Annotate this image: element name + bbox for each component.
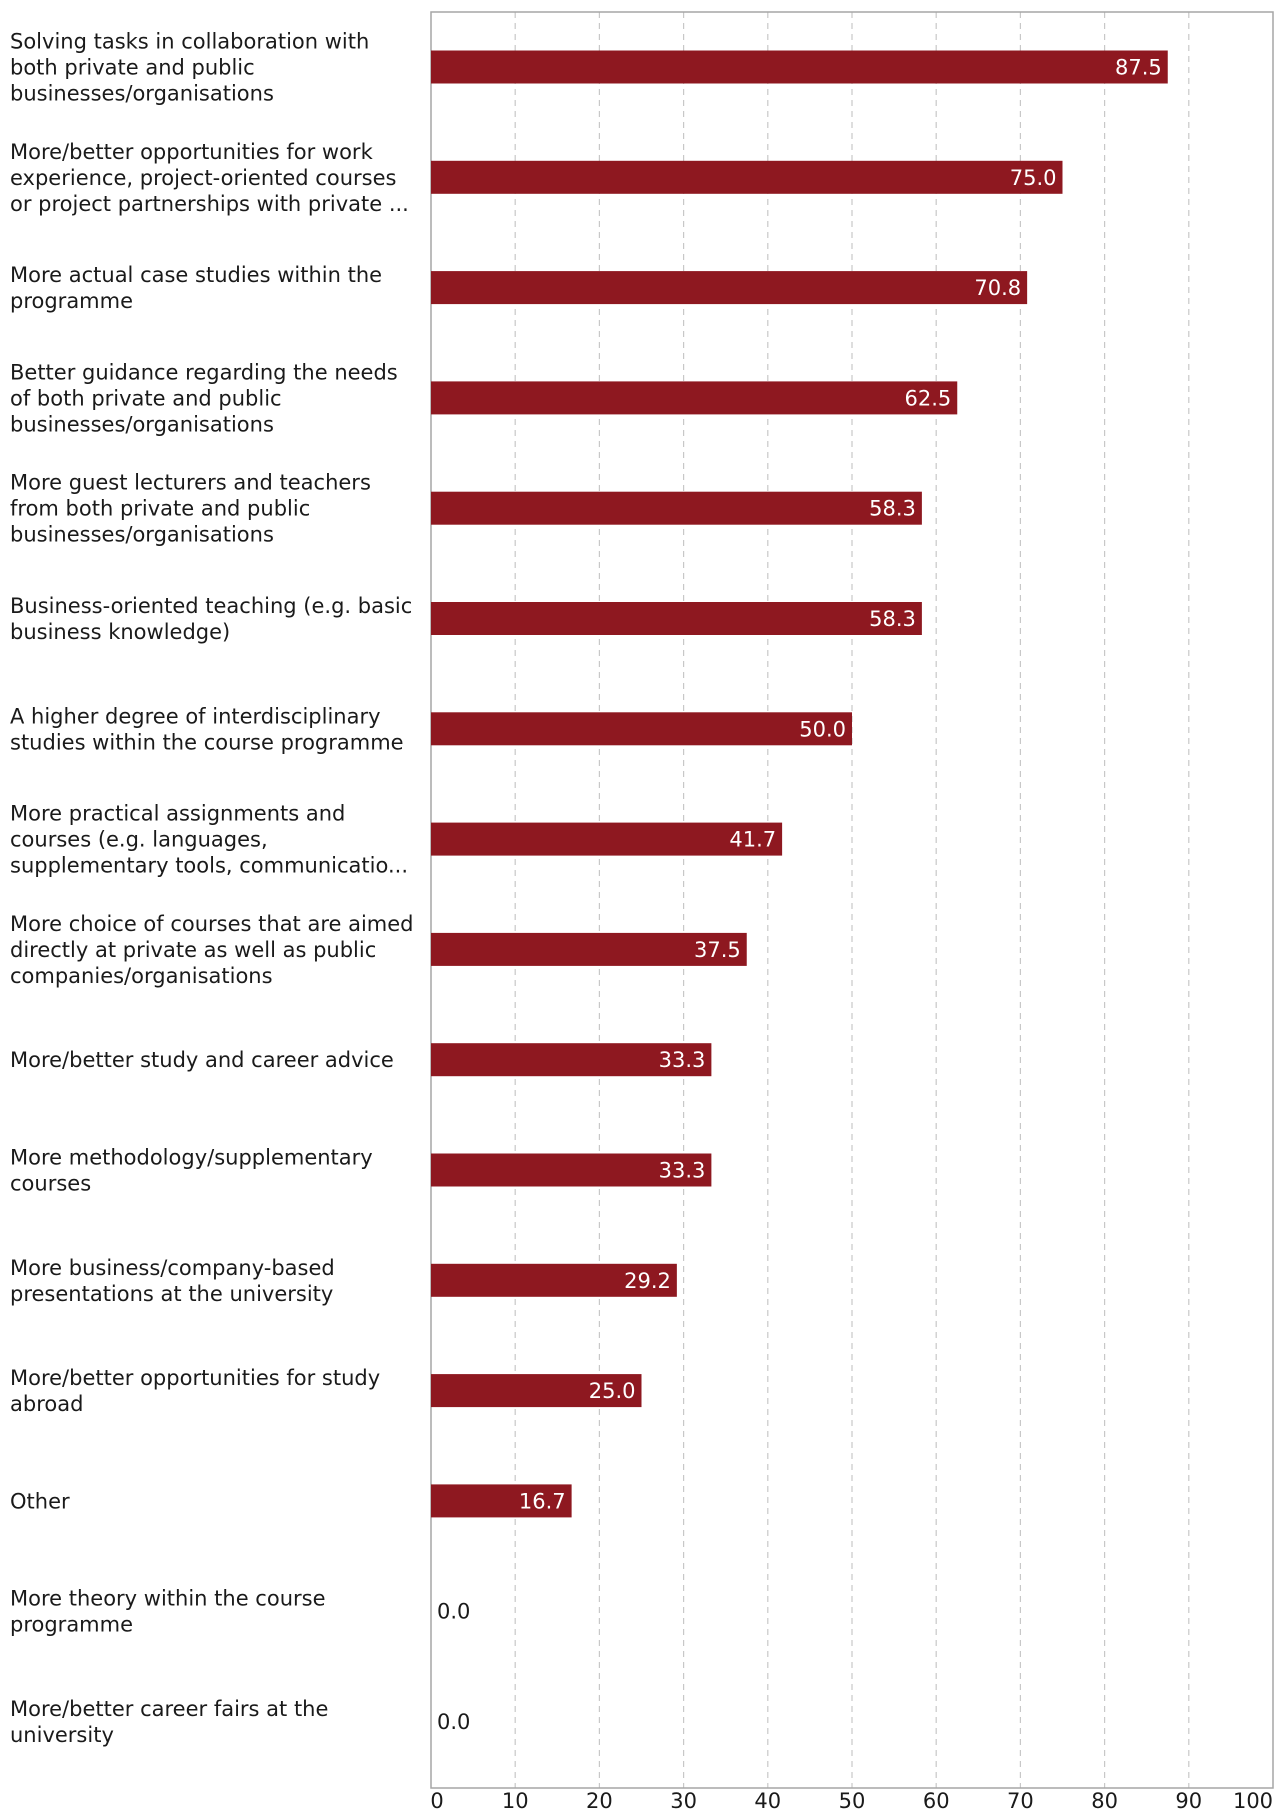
bar (431, 712, 852, 746)
x-tick-label: 90 (1175, 1789, 1202, 1812)
x-axis-ticks: 0 10 20 30 40 50 60 70 80 90 100 (430, 1789, 1273, 1812)
category-label: Business-oriented teaching (e.g. basic bu… (10, 594, 412, 644)
category-label-line: courses (10, 1172, 91, 1196)
category-label-line: businesses/organisations (10, 82, 274, 106)
bar (431, 932, 747, 966)
category-label-line: Business-oriented teaching (e.g. basic (10, 594, 412, 618)
category-label-line: studies within the course programme (10, 730, 404, 754)
value-label: 16.7 (519, 1489, 566, 1513)
value-label: 0.0 (437, 1600, 470, 1624)
value-label: 75.0 (1010, 166, 1057, 190)
category-label-line: Other (10, 1489, 70, 1513)
category-label-line: businesses/organisations (10, 523, 274, 547)
bar (431, 1374, 642, 1408)
x-tick-label: 30 (670, 1789, 697, 1812)
value-label: 87.5 (1115, 56, 1162, 80)
category-label: More/better opportunities for study abroa… (10, 1366, 380, 1416)
category-label-line: programme (10, 1613, 133, 1637)
value-label: 29.2 (624, 1269, 671, 1293)
category-label-line: of both private and public (10, 386, 282, 410)
category-labels: Solving tasks in collaboration with both … (10, 30, 414, 1748)
x-tick-label: 20 (586, 1789, 613, 1812)
bar (431, 160, 1063, 194)
bar (431, 491, 922, 525)
category-label: More theory within the course programme (10, 1587, 326, 1637)
category-label: More choice of courses that are aimed dir… (10, 912, 414, 988)
category-label: More methodology/supplementary courses (10, 1146, 373, 1196)
category-label-line: More practical assignments and (10, 802, 345, 826)
category-label-line: programme (10, 289, 133, 313)
category-label-line: courses (e.g. languages, (10, 828, 268, 852)
value-label: 41.7 (729, 828, 776, 852)
bar (431, 1263, 677, 1297)
category-label-line: More/better opportunities for work (10, 140, 374, 164)
category-label: A higher degree of interdisciplinary stud… (10, 704, 404, 754)
bar (431, 1043, 712, 1077)
value-label: 70.8 (974, 276, 1021, 300)
x-tick-label: 80 (1091, 1789, 1118, 1812)
category-label-line: Better guidance regarding the needs (10, 360, 398, 384)
value-label: 37.5 (694, 938, 741, 962)
category-label-line: directly at private as well as public (10, 938, 376, 962)
category-label-line: presentations at the university (10, 1282, 333, 1306)
category-label: More practical assignments and courses (e… (10, 802, 408, 878)
category-label: Other (10, 1489, 70, 1513)
category-label-line: More business/company-based (10, 1256, 335, 1280)
category-label-line: More methodology/supplementary (10, 1146, 373, 1170)
category-label-line: abroad (10, 1392, 83, 1416)
category-label-line: More choice of courses that are aimed (10, 912, 414, 936)
category-label-line: university (10, 1723, 114, 1747)
category-label: More/better study and career advice (10, 1048, 394, 1072)
value-label: 33.3 (659, 1159, 706, 1183)
bars: 87.5 75.0 70.8 62.5 58.3 58.3 50.0 41.7 37.5 33.3… (431, 50, 1168, 1734)
value-label: 25.0 (589, 1379, 636, 1403)
x-tick-label: 70 (1007, 1789, 1034, 1812)
category-label-line: business knowledge) (10, 620, 230, 644)
category-label-line: More theory within the course (10, 1587, 326, 1611)
category-label: More/better career fairs at the universit… (10, 1697, 328, 1747)
value-label: 0.0 (437, 1710, 470, 1734)
category-label: Better guidance regarding the needs of bo… (10, 360, 398, 436)
category-label: More business/company-based presentations… (10, 1256, 335, 1306)
bar (431, 822, 783, 856)
category-label: More actual case studies within the progr… (10, 263, 382, 313)
category-label-line: More/better study and career advice (10, 1048, 394, 1072)
category-label-line: companies/organisations (10, 964, 273, 988)
category-label: More guest lecturers and teachers from bo… (10, 471, 371, 547)
bar (431, 381, 958, 415)
value-label: 50.0 (799, 717, 846, 741)
category-label-line: More/better opportunities for study (10, 1366, 380, 1390)
bar (431, 1484, 572, 1518)
category-label: More/better opportunities for work experi… (10, 140, 409, 216)
bar (431, 602, 922, 635)
value-label: 62.5 (904, 386, 951, 410)
x-tick-label: 50 (839, 1789, 866, 1812)
bar (431, 1153, 712, 1187)
x-tick-label: 40 (754, 1789, 781, 1812)
value-label: 33.3 (659, 1048, 706, 1072)
bar (431, 271, 1028, 305)
category-label-line: businesses/organisations (10, 412, 274, 436)
x-tick-label: 100 (1233, 1789, 1273, 1812)
x-tick-label: 10 (502, 1789, 529, 1812)
bar (431, 50, 1168, 84)
value-label: 58.3 (869, 497, 916, 521)
category-label-line: A higher degree of interdisciplinary (10, 704, 381, 728)
category-label-line: More actual case studies within the (10, 263, 382, 287)
category-label-line: or project partnerships with private ... (10, 192, 409, 216)
plot-frame (430, 11, 1274, 1789)
category-label-line: Solving tasks in collaboration with (10, 30, 369, 54)
x-tick-label: 0 (430, 1789, 443, 1812)
category-label-line: experience, project-oriented courses (10, 166, 396, 190)
value-label: 58.3 (869, 607, 916, 631)
x-tick-label: 60 (923, 1789, 950, 1812)
category-label: Solving tasks in collaboration with both … (10, 30, 369, 106)
category-label-line: More/better career fairs at the (10, 1697, 328, 1721)
category-label-line: both private and public (10, 56, 255, 80)
category-label-line: supplementary tools, communicatio... (10, 854, 408, 878)
category-label-line: More guest lecturers and teachers (10, 471, 371, 495)
category-label-line: from both private and public (10, 497, 310, 521)
